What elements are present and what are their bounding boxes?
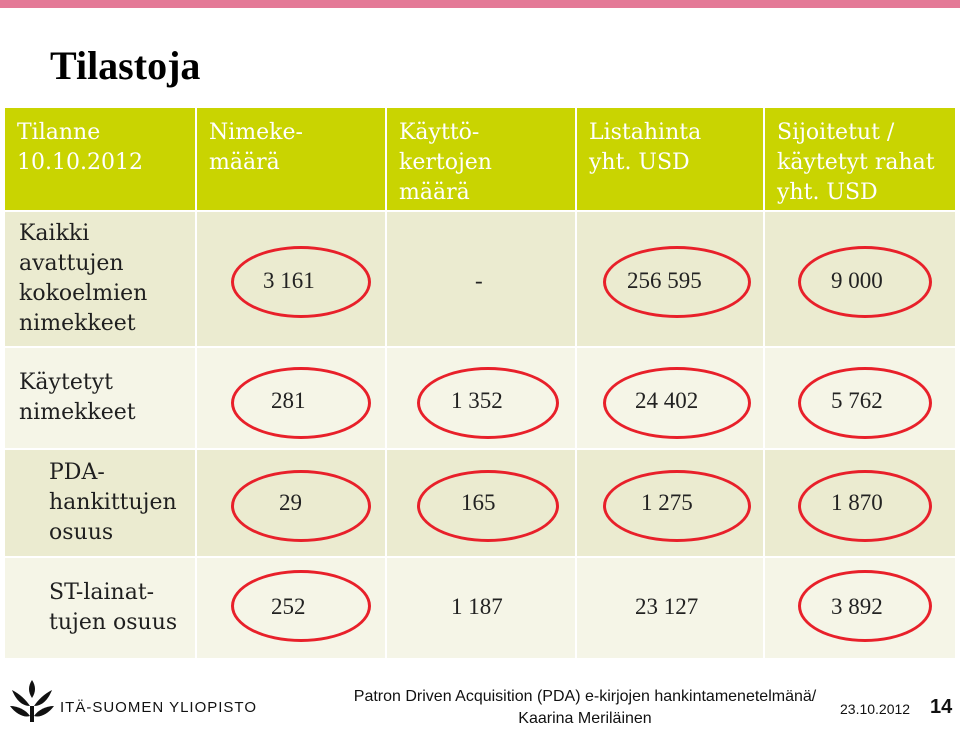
footer-author: Kaarina Meriläinen xyxy=(518,710,652,727)
column-divider xyxy=(575,212,577,658)
header-line: määrä xyxy=(399,180,470,205)
header-nimekemaara: Nimeke- määrä xyxy=(197,108,385,210)
footer-text: Patron Driven Acquisition (PDA) e-kirjoj… xyxy=(340,686,830,730)
value-sijoitetut: 3 892 xyxy=(831,594,883,619)
top-accent-bar xyxy=(0,0,960,8)
header-line: Sijoitetut / xyxy=(777,120,895,145)
value-listahinta: 256 595 xyxy=(627,268,702,293)
value-nimekemaara: 29 xyxy=(279,490,302,515)
value-kayttokerrat: 1 187 xyxy=(451,594,503,619)
value-kayttokerrat: 1 352 xyxy=(451,388,503,413)
header-kayttokerrat: Käyttö- kertojen määrä xyxy=(387,108,575,210)
corner-line: 10.10.2012 xyxy=(17,150,143,175)
header-line: Käyttö- xyxy=(399,120,480,145)
header-corner: Tilanne 10.10.2012 xyxy=(5,108,195,210)
row-label-line: kokoelmien xyxy=(19,281,148,306)
university-name: ITÄ-SUOMEN YLIOPISTO xyxy=(60,699,257,716)
header-sijoitetut: Sijoitetut / käytetyt rahat yht. USD xyxy=(765,108,955,210)
value-nimekemaara: 281 xyxy=(271,388,306,413)
row-label-line: Käytetyt xyxy=(19,370,113,395)
value-nimekemaara: 252 xyxy=(271,594,306,619)
highlight-oval xyxy=(798,470,932,542)
row-label-line: tujen osuus xyxy=(49,610,178,635)
row-label-line: Kaikki xyxy=(19,221,90,246)
highlight-oval xyxy=(798,570,932,642)
value-listahinta: 1 275 xyxy=(641,490,693,515)
highlight-oval xyxy=(603,367,751,439)
page-number: 14 xyxy=(930,696,953,718)
footer-date: 23.10.2012 xyxy=(840,701,911,717)
flower-logo-icon xyxy=(8,676,56,728)
row-label-line: avattujen xyxy=(19,251,124,276)
row-label: ST-lainat- tujen osuus xyxy=(5,558,195,658)
highlight-oval xyxy=(603,246,751,318)
row-label-line: PDA- xyxy=(49,460,105,485)
header-line: määrä xyxy=(209,150,280,175)
value-sijoitetut: 1 870 xyxy=(831,490,883,515)
highlight-oval xyxy=(417,470,559,542)
value-kayttokerrat: 165 xyxy=(461,490,496,515)
row-label-line: hankittujen xyxy=(49,490,177,515)
corner-line: Tilanne xyxy=(17,120,101,145)
footer-text-line: Patron Driven Acquisition (PDA) e-kirjoj… xyxy=(353,688,817,705)
header-line: yht. USD xyxy=(777,180,878,205)
highlight-oval xyxy=(417,367,559,439)
highlight-oval xyxy=(798,246,932,318)
value-sijoitetut: 5 762 xyxy=(831,388,883,413)
highlight-oval xyxy=(231,470,371,542)
value-sijoitetut: 9 000 xyxy=(831,268,883,293)
row-label-line: nimekkeet xyxy=(19,311,136,336)
header-line: Nimeke- xyxy=(209,120,303,145)
header-line: käytetyt rahat xyxy=(777,150,935,175)
column-divider xyxy=(385,212,387,658)
header-listahinta: Listahinta yht. USD xyxy=(577,108,763,210)
highlight-oval xyxy=(603,470,751,542)
highlight-oval xyxy=(798,367,932,439)
row-label-line: ST-lainat- xyxy=(49,580,155,605)
row-label: Käytetyt nimekkeet xyxy=(5,348,195,448)
row-label: PDA- hankittujen osuus xyxy=(5,450,195,556)
value-kayttokerrat: - xyxy=(475,268,483,293)
highlight-oval xyxy=(231,570,371,642)
column-divider xyxy=(763,212,765,658)
header-line: Listahinta xyxy=(589,120,702,145)
highlight-oval xyxy=(231,246,371,318)
value-listahinta: 24 402 xyxy=(635,388,699,413)
header-line: kertojen xyxy=(399,150,492,175)
row-label: Kaikki avattujen kokoelmien nimekkeet xyxy=(5,212,195,346)
slide-title: Tilastoja xyxy=(50,43,201,88)
value-nimekemaara: 3 161 xyxy=(263,268,315,293)
header-line: yht. USD xyxy=(589,150,690,175)
highlight-oval xyxy=(231,367,371,439)
value-listahinta: 23 127 xyxy=(635,594,699,619)
row-label-line: osuus xyxy=(49,520,114,545)
row-label-line: nimekkeet xyxy=(19,400,136,425)
